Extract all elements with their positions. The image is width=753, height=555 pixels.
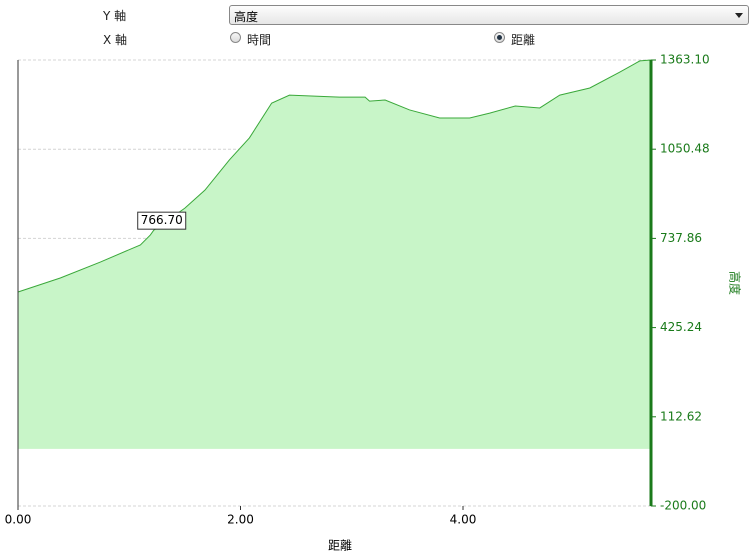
y-axis-dropdown[interactable]: 高度 (229, 5, 749, 25)
tooltip-label: 766.70 (141, 213, 183, 227)
y-tick-label: 737.86 (660, 231, 702, 245)
x-tick-label: 2.00 (227, 513, 254, 527)
line (17, 59, 652, 293)
x-tick-label: 4.00 (450, 513, 477, 527)
radio-distance-label: 距離 (511, 33, 536, 47)
y-tick-label: 1363.10 (660, 53, 710, 67)
dropdown-arrow (735, 13, 743, 18)
x-axis-label: X 軸 (103, 33, 128, 47)
y-tick-label: 425.24 (660, 320, 702, 334)
y-tick-label: -200.00 (660, 499, 706, 513)
x-tick-label: 0.00 (5, 513, 32, 527)
x-axis-title: 距離 (328, 539, 352, 553)
tooltip-box (137, 211, 187, 230)
dropdown-value: 高度 (234, 10, 259, 24)
radio-time-label: 時間 (247, 33, 272, 47)
y-axis-label: Y 軸 (103, 9, 127, 23)
y-tick-label: 112.62 (660, 409, 702, 423)
area (18, 60, 651, 449)
radio-time[interactable] (230, 32, 241, 43)
radio-distance[interactable] (494, 32, 505, 43)
y-axis-title: 高度 (728, 271, 743, 295)
y-tick-label: 1050.48 (660, 142, 710, 156)
